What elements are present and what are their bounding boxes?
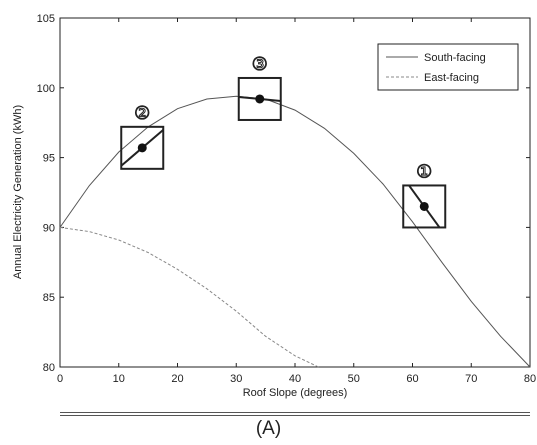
annotation-dot: [137, 143, 147, 153]
annotation-label: ①: [416, 161, 432, 181]
annotation-box: [120, 125, 165, 170]
y-axis-label: Annual Electricity Generation (kWh): [12, 105, 24, 279]
series-line-east-facing: [59, 226, 319, 368]
axis-ticks: 0 10 20 30 40 50 60 70 80 80 85 90 95 100 105: [37, 13, 536, 385]
x-tick-label: 20: [171, 373, 183, 385]
x-tick-label: 0: [57, 373, 63, 385]
line-chart: 0 10 20 30 40 50 60 70 80 80 85 90 95 100 105 ② ③ ① Sout…: [12, 13, 536, 399]
annotation-label: ③: [252, 54, 268, 74]
annotation-markers: ② ③ ①: [120, 53, 447, 229]
annotation-dot: [255, 94, 265, 104]
x-tick-label: 60: [406, 373, 418, 385]
x-tick-label: 10: [113, 373, 125, 385]
annotation-box: [402, 184, 447, 229]
x-tick-label: 30: [230, 373, 242, 385]
y-tick-label: 95: [43, 153, 55, 165]
legend-label-east: East-facing: [424, 72, 479, 84]
x-axis-label: Roof Slope (degrees): [243, 387, 348, 399]
caption-rule-bottom: [60, 415, 530, 416]
x-tick-label: 50: [348, 373, 360, 385]
annotation-label: ②: [134, 103, 150, 123]
y-tick-label: 90: [43, 222, 55, 234]
legend: South-facing East-facing: [377, 43, 519, 91]
series-line-south-facing: [59, 95, 531, 368]
figure-caption: (A): [255, 418, 282, 439]
legend-label-south: South-facing: [424, 52, 486, 64]
annotation-dot: [419, 201, 429, 211]
x-tick-label: 70: [465, 373, 477, 385]
series-lines: [59, 95, 531, 368]
y-tick-label: 100: [37, 83, 55, 95]
annotation-box: [237, 76, 282, 121]
x-tick-label: 40: [289, 373, 301, 385]
y-tick-label: 105: [37, 13, 55, 25]
x-tick-label: 80: [524, 373, 536, 385]
legend-box: [377, 43, 519, 91]
caption-rule-top: [60, 412, 530, 413]
y-tick-label: 80: [43, 362, 55, 374]
y-tick-label: 85: [43, 292, 55, 304]
